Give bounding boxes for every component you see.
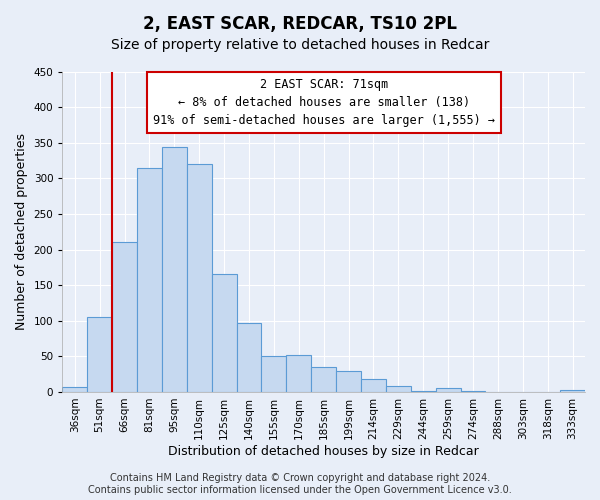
Bar — [62, 387, 87, 392]
Bar — [286, 355, 311, 392]
Text: 2, EAST SCAR, REDCAR, TS10 2PL: 2, EAST SCAR, REDCAR, TS10 2PL — [143, 15, 457, 33]
Bar — [336, 372, 361, 392]
X-axis label: Distribution of detached houses by size in Redcar: Distribution of detached houses by size … — [168, 444, 479, 458]
Text: 2 EAST SCAR: 71sqm
← 8% of detached houses are smaller (138)
91% of semi-detache: 2 EAST SCAR: 71sqm ← 8% of detached hous… — [152, 78, 494, 127]
Bar — [311, 367, 336, 392]
Bar — [87, 317, 112, 392]
Bar — [162, 147, 187, 392]
Bar — [361, 379, 386, 392]
Bar — [436, 388, 461, 392]
Bar — [262, 356, 286, 392]
Y-axis label: Number of detached properties: Number of detached properties — [15, 133, 28, 330]
Bar — [461, 391, 485, 392]
Text: Contains HM Land Registry data © Crown copyright and database right 2024.
Contai: Contains HM Land Registry data © Crown c… — [88, 474, 512, 495]
Bar — [137, 168, 162, 392]
Bar — [212, 274, 236, 392]
Bar — [386, 386, 411, 392]
Bar — [236, 323, 262, 392]
Bar — [112, 242, 137, 392]
Bar — [187, 164, 212, 392]
Bar — [411, 391, 436, 392]
Text: Size of property relative to detached houses in Redcar: Size of property relative to detached ho… — [111, 38, 489, 52]
Bar — [560, 390, 585, 392]
